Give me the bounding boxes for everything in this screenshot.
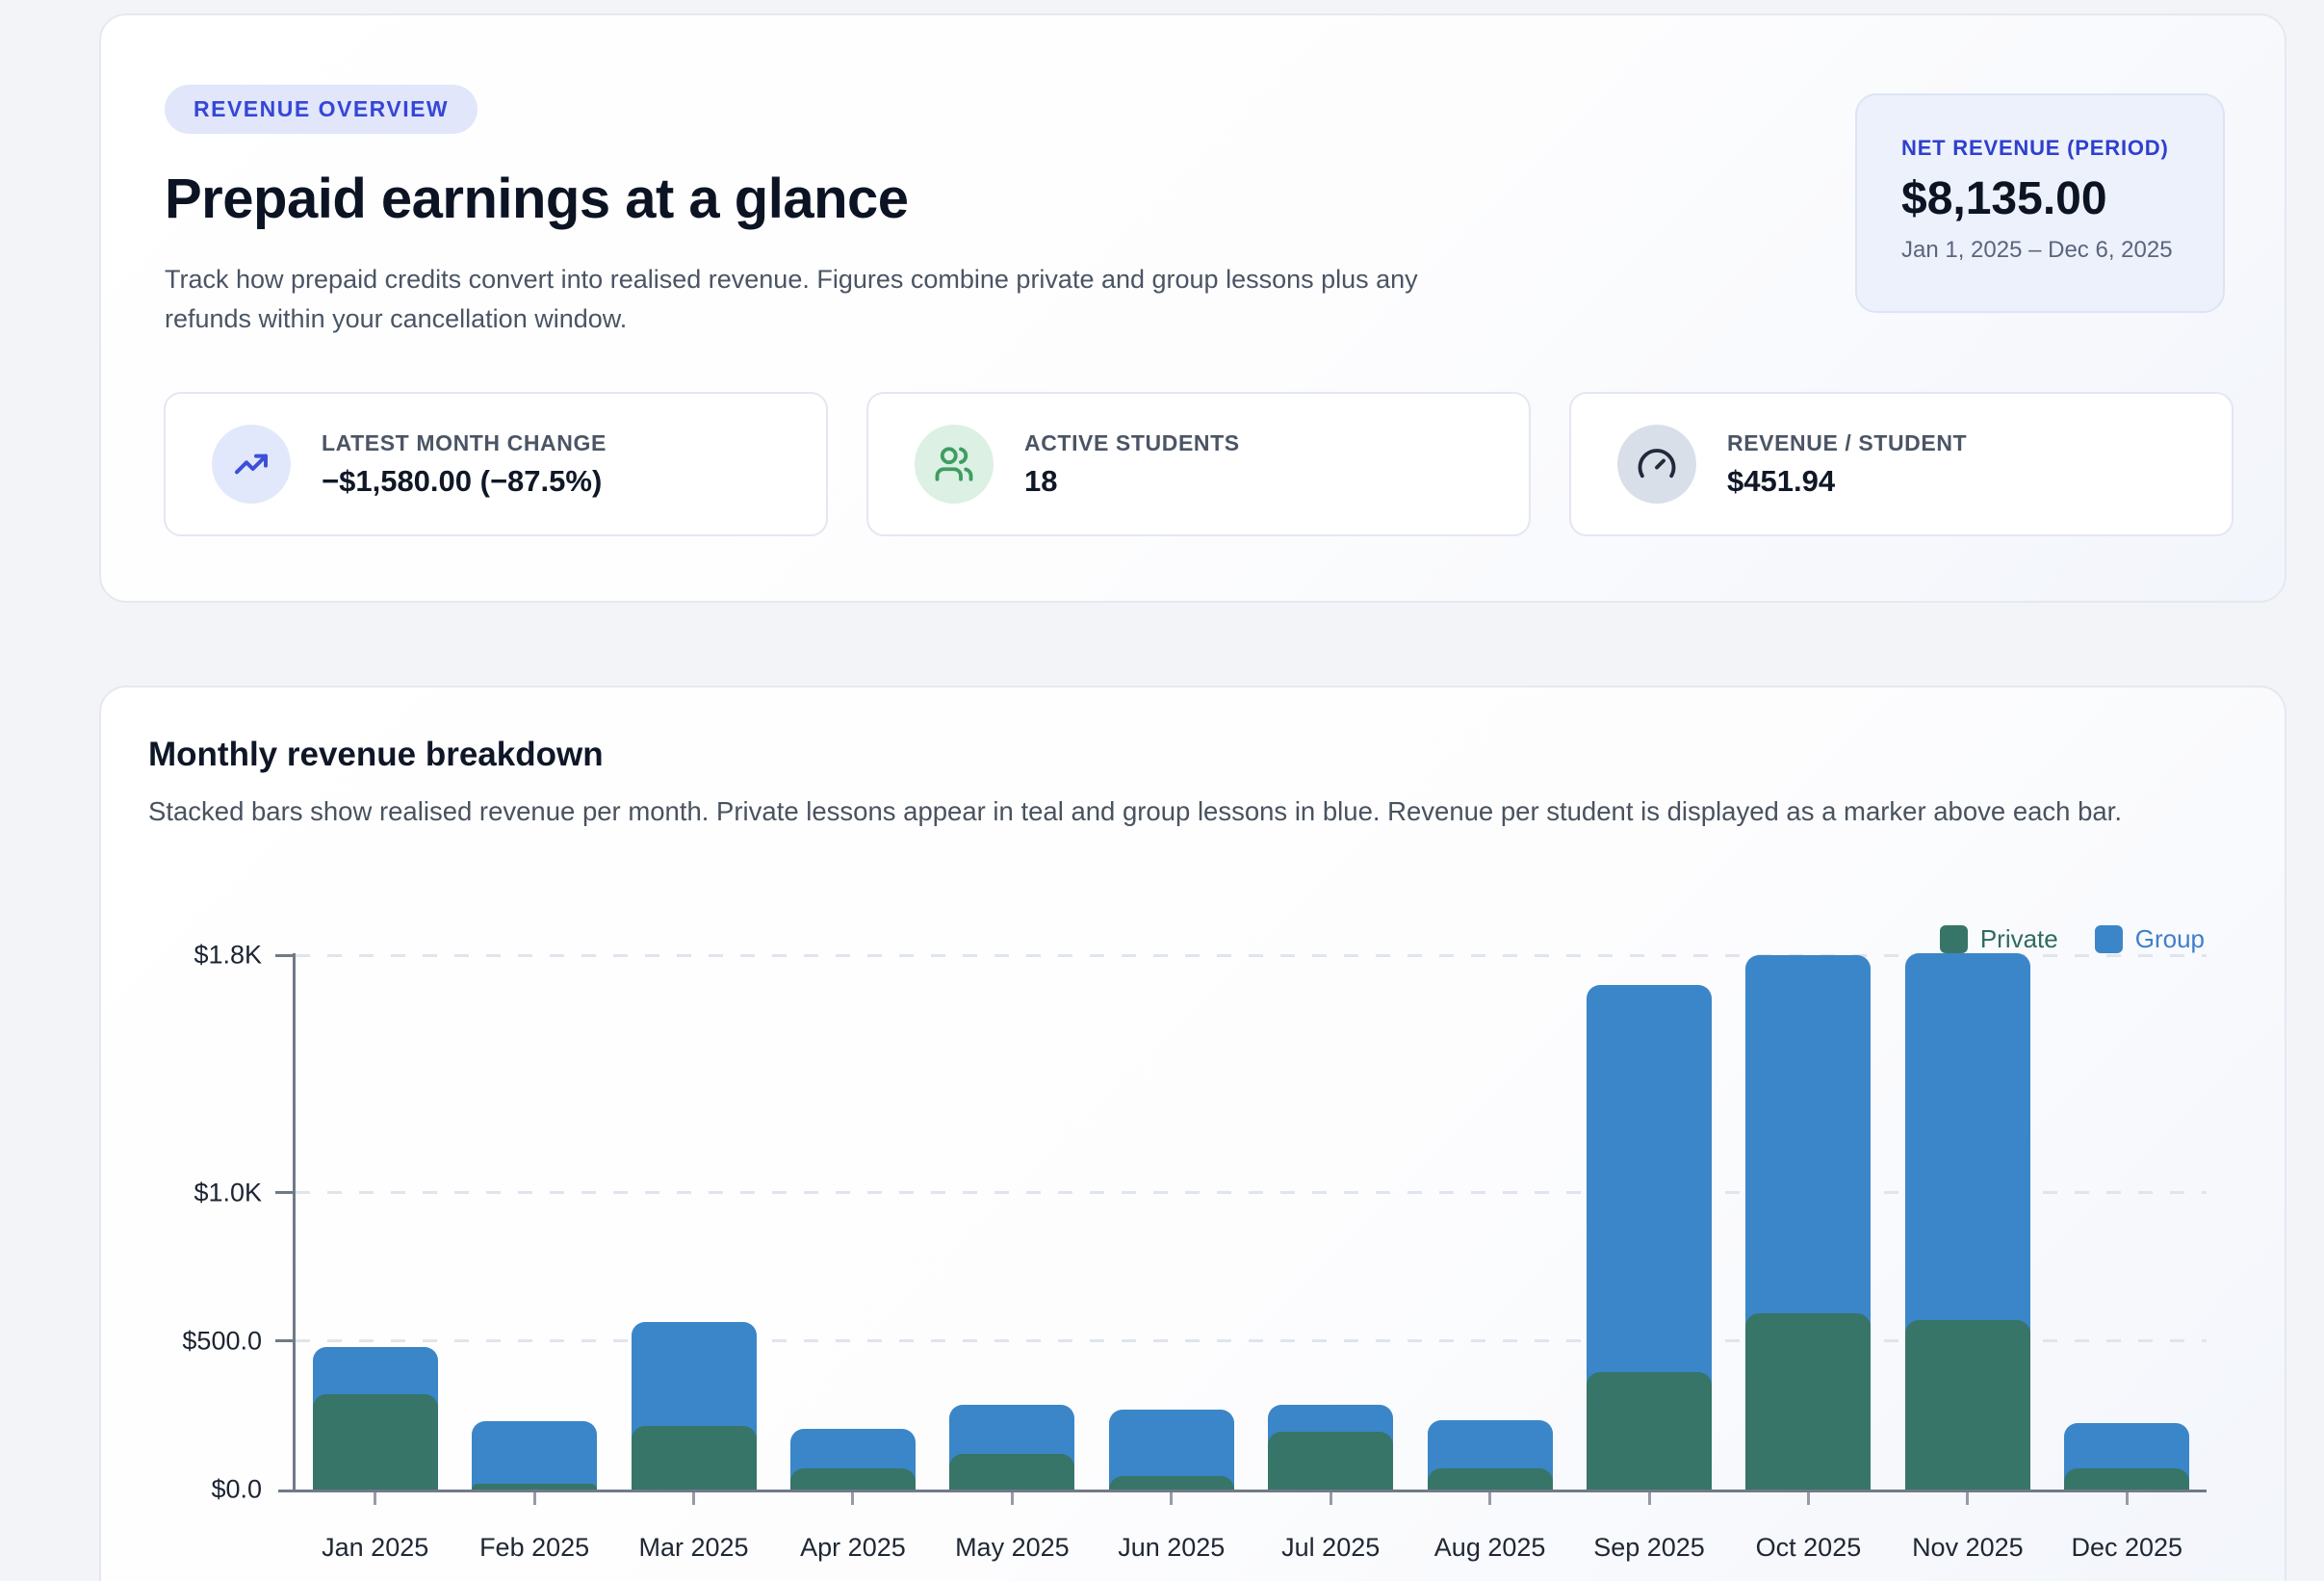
bar-segment-private[interactable] [789, 1468, 916, 1490]
stat-label: LATEST MONTH CHANGE [322, 429, 607, 455]
net-revenue-value: $8,135.00 [1901, 173, 2107, 224]
x-axis-tick [2125, 1492, 2129, 1505]
bar-group [949, 955, 1075, 1490]
x-axis-line [278, 1490, 2207, 1492]
x-axis-tick [1966, 1492, 1970, 1505]
x-axis-tick [532, 1492, 536, 1505]
page-description: Track how prepaid credits convert into r… [165, 265, 1418, 333]
bar-segment-private[interactable] [312, 1394, 438, 1490]
stacked-bar-chart: Private Group $1.8K $1.0K $500.0 $0.0 Jan 20… [182, 924, 2207, 1562]
chart-legend: Private Group [1939, 924, 2205, 954]
x-axis-label: Feb 2025 [479, 1533, 590, 1562]
x-axis-tick [1647, 1492, 1651, 1505]
gridline [296, 953, 2207, 957]
bar-group [631, 955, 757, 1490]
legend-label-private: Private [1979, 924, 2058, 953]
stat-value: $451.94 [1727, 463, 1836, 498]
y-axis-tick [275, 1339, 296, 1343]
legend-swatch-private [1939, 925, 1968, 953]
chart-title: Monthly revenue breakdown [148, 736, 604, 773]
bar-group [1904, 953, 2030, 1490]
bar-group [472, 955, 598, 1490]
bar-segment-private[interactable] [1745, 1312, 1872, 1490]
bar-segment-private[interactable] [1904, 1320, 2030, 1490]
bar-group [1427, 955, 1553, 1490]
x-axis-tick [374, 1492, 377, 1505]
revenue-overview-card: REVENUE OVERVIEW Prepaid earnings at a g… [99, 13, 2286, 603]
legend-label-group: Group [2134, 924, 2205, 953]
x-axis-label: Jan 2025 [322, 1533, 429, 1562]
bar-group [1268, 955, 1394, 1490]
x-axis-tick [851, 1492, 855, 1505]
gauge-icon [1617, 425, 1696, 504]
page-title: Prepaid earnings at a glance [165, 168, 909, 230]
gridline [296, 1339, 2207, 1343]
bar-segment-private[interactable] [1108, 1476, 1234, 1490]
bar-group [789, 955, 916, 1490]
stat-card-active-students: ACTIVE STUDENTS 18 [866, 392, 1531, 536]
bar-group [1108, 955, 1234, 1490]
x-axis-label: Dec 2025 [2071, 1533, 2183, 1562]
stat-value: −$1,580.00 (−87.5%) [322, 463, 603, 498]
net-revenue-card: NET REVENUE (PERIOD) $8,135.00 Jan 1, 20… [1855, 93, 2225, 313]
x-axis-tick [692, 1492, 696, 1505]
x-axis-tick [1010, 1492, 1014, 1505]
x-axis-label: Jun 2025 [1118, 1533, 1226, 1562]
x-axis-label: Sep 2025 [1593, 1533, 1705, 1562]
trending-up-icon [212, 425, 291, 504]
x-axis-tick [1488, 1492, 1492, 1505]
x-axis-label: Oct 2025 [1755, 1533, 1862, 1562]
y-axis-label: $500.0 [182, 1326, 262, 1356]
bar-segment-private[interactable] [472, 1483, 598, 1490]
users-icon [915, 425, 994, 504]
bar-segment-private[interactable] [1427, 1468, 1553, 1490]
monthly-revenue-card: Monthly revenue breakdown Stacked bars s… [99, 686, 2286, 1581]
bar-segment-private[interactable] [2064, 1468, 2190, 1490]
stat-card-revenue-per-student: REVENUE / STUDENT $451.94 [1569, 392, 2234, 536]
x-axis-tick [1806, 1492, 1810, 1505]
bar-segment-private[interactable] [631, 1425, 757, 1490]
bar-group [2064, 955, 2190, 1490]
y-axis-tick [275, 953, 296, 957]
bar-segment-private[interactable] [949, 1454, 1075, 1490]
y-axis-label: $0.0 [211, 1474, 262, 1504]
x-axis-label: Nov 2025 [1912, 1533, 2024, 1562]
x-axis-label: Jul 2025 [1281, 1533, 1381, 1562]
y-axis-label: $1.8K [194, 940, 262, 970]
stat-label: ACTIVE STUDENTS [1024, 429, 1240, 455]
x-axis-label: Aug 2025 [1433, 1533, 1546, 1562]
bar-segment-private[interactable] [1587, 1372, 1713, 1490]
legend-item-group[interactable]: Group [2094, 924, 2205, 954]
chart-subtitle: Stacked bars show realised revenue per m… [148, 796, 2122, 826]
x-axis-tick [1170, 1492, 1174, 1505]
y-axis-tick [275, 1191, 296, 1195]
y-axis-label: $1.0K [194, 1178, 262, 1207]
x-axis-label: May 2025 [955, 1533, 1070, 1562]
bar-group [1587, 955, 1713, 1490]
legend-swatch-group [2094, 925, 2123, 953]
x-axis-tick [1329, 1492, 1332, 1505]
bar-segment-group[interactable] [472, 1421, 598, 1490]
bar-group [312, 955, 438, 1490]
stat-value: 18 [1024, 463, 1058, 498]
x-axis-label: Mar 2025 [638, 1533, 749, 1562]
net-revenue-period: Jan 1, 2025 – Dec 6, 2025 [1901, 237, 2173, 263]
stats-row: LATEST MONTH CHANGE −$1,580.00 (−87.5%) … [164, 392, 2234, 536]
y-axis-line [293, 953, 296, 1491]
legend-item-private[interactable]: Private [1939, 924, 2058, 954]
stat-card-latest-month-change: LATEST MONTH CHANGE −$1,580.00 (−87.5%) [164, 392, 828, 536]
bar-segment-private[interactable] [1268, 1431, 1394, 1490]
x-axis-label: Apr 2025 [800, 1533, 906, 1562]
revenue-overview-badge: REVENUE OVERVIEW [165, 85, 478, 134]
bar-group [1745, 955, 1872, 1490]
net-revenue-label: NET REVENUE (PERIOD) [1901, 136, 2169, 160]
gridline [296, 1191, 2207, 1195]
stat-label: REVENUE / STUDENT [1727, 429, 1968, 455]
